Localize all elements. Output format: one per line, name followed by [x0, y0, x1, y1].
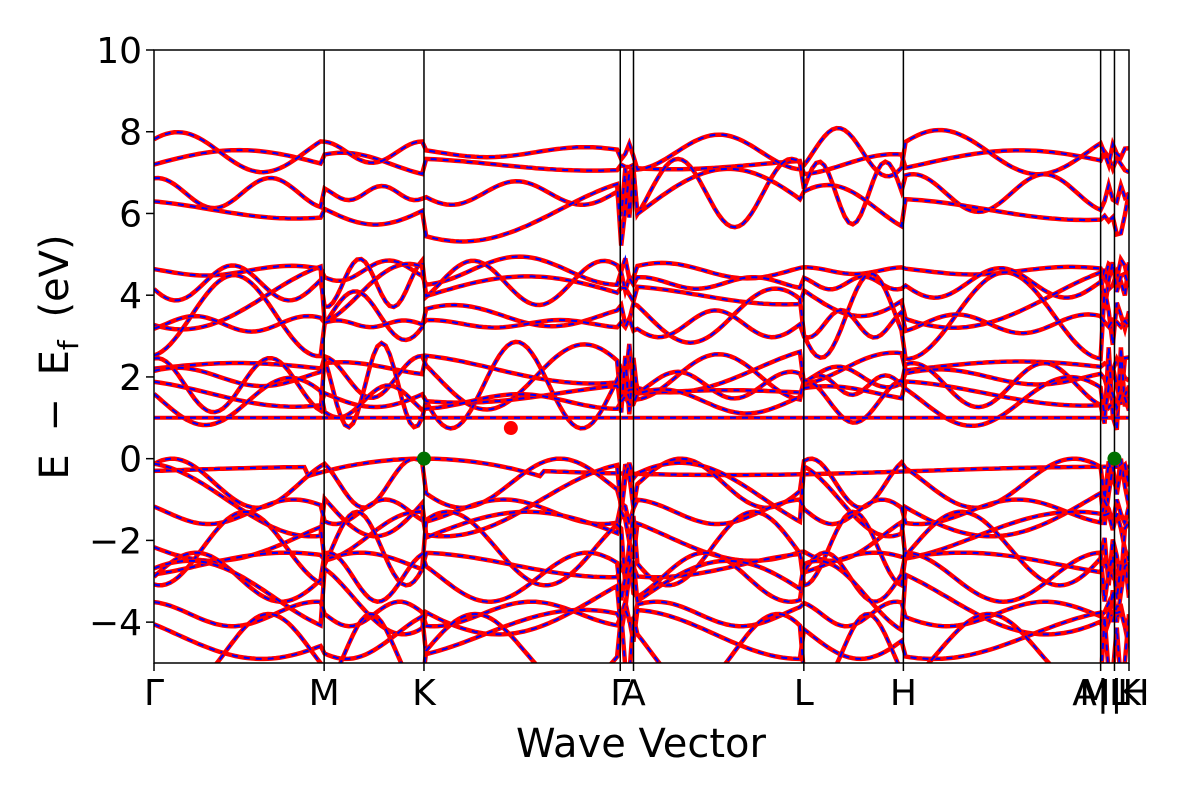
x-tick-label: Γ: [144, 673, 164, 714]
y-tick-label: 6: [119, 194, 142, 235]
cbm-marker: [503, 421, 518, 436]
vbm-marker: [1107, 451, 1122, 466]
x-tick-label: K: [412, 673, 437, 714]
band-line-dashed: [154, 551, 1129, 579]
band-line-dashed: [154, 258, 1129, 309]
x-tick-label: M: [309, 673, 340, 714]
high-symmetry-lines: [323, 50, 1116, 663]
extrema-markers: [416, 421, 1122, 466]
band-line-dashed: [154, 607, 1129, 660]
band-line-dashed: [154, 509, 1129, 562]
y-tick-label: 0: [119, 440, 142, 481]
band-line-dashed: [154, 262, 1129, 331]
y-label-Ef: E: [32, 350, 78, 375]
x-tick-label: A|L: [1072, 673, 1129, 714]
band-line-dashed: [154, 498, 1129, 527]
x-axis-label: Wave Vector: [516, 721, 767, 767]
x-tick-label: K: [1117, 673, 1142, 714]
x-tick-label: A: [621, 673, 646, 714]
band-line-dashed: [154, 457, 1129, 509]
band-line-dashed: [154, 559, 1129, 638]
y-label-f-subscript: f: [52, 339, 85, 350]
y-tick-label: 10: [96, 31, 142, 72]
y-tick-label: 8: [119, 113, 142, 154]
band-line-dashed: [154, 510, 1129, 587]
band-line-dashed: [154, 127, 1129, 178]
y-tick-label: −4: [89, 603, 142, 644]
x-tick-label: L: [794, 673, 814, 714]
y-tick-label: −2: [89, 521, 142, 562]
vbm-marker: [416, 451, 431, 466]
band-line-dashed: [154, 457, 1129, 478]
y-tick-label: 4: [119, 276, 142, 317]
plot-frame: [153, 49, 1130, 664]
x-tick-label: M|H: [1079, 673, 1149, 714]
y-label-minus: −: [32, 398, 78, 432]
y-label-E: E: [32, 454, 78, 479]
y-axis-ticks: −4 −2 0 2 4 6 8 10: [89, 31, 154, 644]
band-line-dashed: [154, 165, 1129, 246]
band-line-dashed: [154, 255, 1129, 286]
band-line-dashed: [154, 157, 1129, 229]
band-line-dashed: [215, 612, 1129, 663]
x-axis-ticks: Γ M K ΓA L H A|LM|HK: [144, 663, 1150, 714]
y-axis-label: E − Ef (eV): [32, 234, 88, 479]
x-tick-label: H: [890, 673, 917, 714]
band-line-dashed: [154, 461, 1129, 538]
band-line-dashed: [154, 343, 1129, 411]
band-line-dashed: [154, 340, 1129, 431]
y-tick-label: 2: [119, 358, 142, 399]
band-line-dashed: [154, 551, 1129, 603]
band-line-dashed: [154, 309, 1129, 339]
band-line-dashed: [154, 376, 1129, 427]
x-tick-label: Γ: [610, 673, 630, 714]
y-label-unit: (eV): [32, 234, 78, 317]
band-line-dashed: [154, 271, 1129, 360]
band-lines: [154, 125, 1129, 663]
